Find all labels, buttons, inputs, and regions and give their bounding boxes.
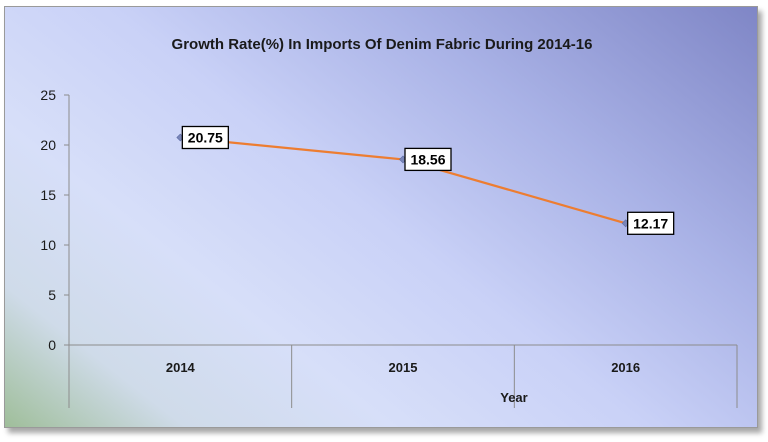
y-tick-label: 15 [40, 187, 56, 203]
y-tick-label: 20 [40, 137, 56, 153]
data-label: 18.56 [410, 151, 445, 167]
x-axis-ticks: 2014 2015 2016 [68, 345, 738, 408]
data-label-box [181, 125, 229, 150]
data-label: 20.75 [188, 130, 223, 146]
y-tick-label: 0 [48, 337, 56, 353]
y-tick-label: 25 [40, 87, 56, 103]
series-line [180, 136, 626, 225]
y-tick-label: 10 [40, 237, 56, 253]
y-tick-label: 5 [48, 287, 56, 303]
x-tick-label: 2015 [389, 360, 418, 375]
data-label: 12.17 [633, 215, 668, 231]
data-labels: 20.75 18.56 12.17 [181, 125, 675, 235]
data-label-box [404, 147, 452, 172]
x-tick-label: 2016 [611, 360, 640, 375]
data-label-box [627, 211, 675, 235]
y-axis-ticks: 0 5 10 15 20 25 [40, 87, 69, 353]
x-axis-title: Year [500, 390, 527, 405]
chart-title: Growth Rate(%) In Imports Of Denim Fabri… [172, 36, 593, 53]
x-tick-label: 2014 [166, 360, 196, 375]
series-line-group [176, 133, 630, 228]
